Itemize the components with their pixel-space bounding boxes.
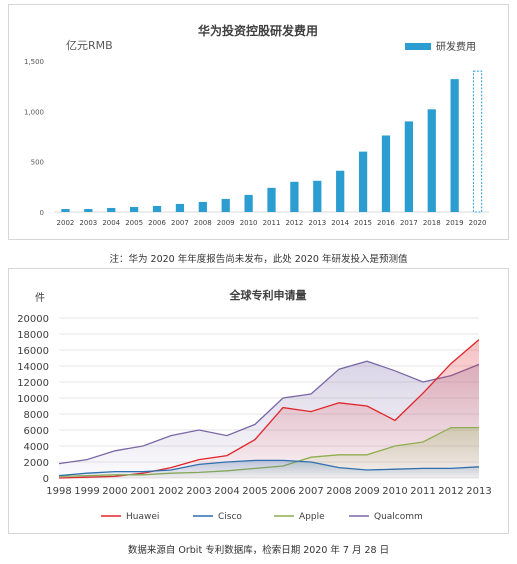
x-tick-label: 2006 [270, 486, 295, 497]
rd-expense-chart: 华为投资控股研发费用 亿元RMB 研发费用 0 500 1,000 1,500 2002… [24, 23, 489, 227]
legend-label: 研发费用 [436, 40, 476, 53]
x-tick-label: 2010 [382, 486, 407, 497]
legend: Huawei Cisco Apple Qualcomm [101, 512, 423, 522]
bar [381, 135, 391, 212]
plot-area: 0 500 1,000 1,500 2002 2003 2004 2005 2006 2007 20… [24, 58, 489, 227]
patent-chart: 全球专利申请量 件 0 2000 4000 6000 8000 10000 12000 140… [17, 288, 492, 522]
legend-swatch [405, 43, 431, 50]
x-tick-label: 2009 [354, 486, 379, 497]
y-tick-label: 0 [43, 474, 49, 485]
x-tick-label: 2013 [308, 219, 326, 227]
bar [313, 180, 322, 212]
bar [267, 187, 276, 212]
x-tick-label: 2011 [410, 486, 435, 497]
y-tick-label: 4000 [24, 442, 49, 453]
bar [61, 208, 70, 212]
line-cisco [58, 459, 480, 477]
x-tick-label: 2005 [125, 219, 143, 227]
legend-label-qualcomm: Qualcomm [374, 512, 423, 522]
footnote-source: 数据来源自 Orbit 专利数据库，检索日期 2020 年 7 月 28 日 [127, 545, 390, 556]
x-tick-label: 2004 [102, 219, 120, 227]
x-tick-label: 2008 [326, 486, 351, 497]
bar [358, 151, 368, 212]
area-apple [59, 427, 479, 478]
bar [244, 194, 253, 212]
bar [404, 121, 413, 212]
x-tick-label: 2002 [57, 219, 75, 227]
bar [175, 203, 185, 212]
x-tick-label: 2016 [377, 219, 395, 227]
x-tick-label: 2011 [263, 219, 281, 227]
area-cisco [59, 460, 479, 478]
y-tick-label: 0 [40, 209, 44, 217]
x-tick-label: 2004 [214, 486, 239, 497]
y-tick-label: 20000 [17, 314, 49, 325]
x-tick-label: 2018 [423, 219, 441, 227]
y-tick-label: 18000 [17, 330, 49, 341]
x-tick-label: 2007 [298, 486, 323, 497]
line-qualcomm [58, 360, 480, 465]
x-tick-label: 2005 [242, 486, 267, 497]
x-tick-label: 1998 [46, 486, 71, 497]
unit-label: 亿元RMB [66, 39, 113, 52]
x-tick-label: 2009 [217, 219, 235, 227]
x-tick-label: 2017 [400, 219, 418, 227]
x-tick-label: 2006 [148, 219, 166, 227]
legend-label-cisco: Cisco [218, 512, 242, 522]
x-tick-label: 2003 [186, 486, 211, 497]
bar [290, 181, 299, 212]
bar [84, 208, 93, 212]
bar [221, 198, 230, 212]
bar [427, 109, 436, 212]
y-tick-label: 8000 [24, 410, 49, 421]
chart-title: 华为投资控股研发费用 [198, 23, 318, 38]
x-tick-label: 2010 [240, 219, 258, 227]
rd-expense-chart-panel: 华为投资控股研发费用 亿元RMB 研发费用 0 500 1,000 1,500 2002… [8, 4, 509, 240]
legend-label-huawei: Huawei [126, 512, 159, 522]
bar-projected [472, 70, 483, 213]
chart-title: 全球专利申请量 [229, 288, 307, 302]
bar [107, 207, 116, 212]
bar [198, 201, 207, 212]
x-tick-label: 2020 [469, 219, 487, 227]
bar [130, 206, 139, 212]
y-tick-label: 16000 [17, 346, 49, 357]
bar [152, 205, 162, 212]
bar [450, 79, 459, 213]
y-axis-label: 件 [35, 292, 45, 304]
x-tick-label: 2015 [354, 219, 372, 227]
y-tick-label: 2000 [24, 458, 49, 469]
x-tick-label: 2002 [158, 486, 183, 497]
x-tick-label: 2007 [171, 219, 189, 227]
x-tick-label: 2001 [130, 486, 155, 497]
x-tick-label: 2000 [102, 486, 127, 497]
y-tick-label: 6000 [24, 426, 49, 437]
x-tick-label: 2012 [285, 219, 303, 227]
y-tick-label: 10000 [17, 394, 49, 405]
x-tick-label: 2003 [79, 219, 97, 227]
x-tick-label: 2013 [466, 486, 491, 497]
x-tick-label: 1999 [74, 486, 99, 497]
y-tick-label: 500 [31, 159, 44, 167]
bar [336, 170, 345, 212]
x-tick-label: 2014 [331, 219, 349, 227]
y-tick-label: 1,000 [24, 108, 44, 116]
y-tick-label: 12000 [17, 378, 49, 389]
footnote-rd: 注：华为 2020 年年度报告尚未发布，此处 2020 年研发投入是预测值 [109, 254, 408, 265]
y-tick-label: 1,500 [24, 58, 44, 66]
x-tick-label: 2012 [438, 486, 463, 497]
y-tick-label: 14000 [17, 362, 49, 373]
legend-label-apple: Apple [299, 512, 325, 522]
patent-chart-panel: 全球专利申请量 件 0 2000 4000 6000 8000 10000 12000 140… [8, 268, 509, 534]
x-tick-label: 2008 [194, 219, 212, 227]
x-tick-label: 2019 [446, 219, 464, 227]
plot-area: 0 2000 4000 6000 8000 10000 12000 14000 16000 180… [17, 314, 492, 497]
area-huawei [59, 339, 479, 478]
